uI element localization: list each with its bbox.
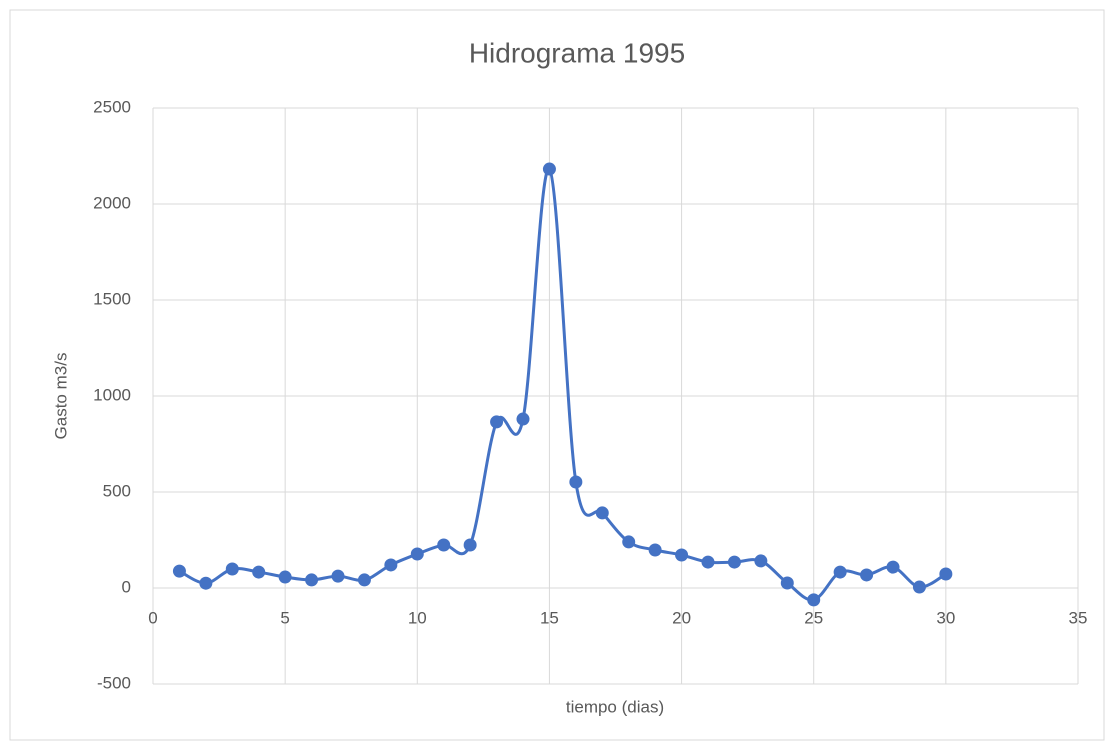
point xyxy=(225,562,239,576)
y-tick-label: 2000 xyxy=(93,193,131,212)
x-tick-label: 10 xyxy=(408,608,427,627)
point xyxy=(701,555,715,569)
y-tick-label: 1000 xyxy=(93,385,131,404)
point xyxy=(807,593,821,607)
y-tick-label: 2500 xyxy=(93,97,131,116)
chart-title: Hidrograma 1995 xyxy=(469,37,685,68)
point xyxy=(463,538,477,552)
point xyxy=(305,573,319,587)
point xyxy=(278,570,292,584)
point xyxy=(727,555,741,569)
point xyxy=(886,560,900,574)
x-tick-label: 25 xyxy=(804,608,823,627)
y-axis-label: Gasto m3/s xyxy=(51,353,70,440)
point xyxy=(252,565,266,579)
y-tick-label: 0 xyxy=(122,577,131,596)
point xyxy=(437,538,451,552)
x-axis-label: tiempo (dias) xyxy=(566,697,664,716)
point xyxy=(569,475,583,489)
point xyxy=(357,573,371,587)
series-line xyxy=(178,167,947,602)
chart-border xyxy=(9,9,1105,741)
point xyxy=(410,547,424,561)
x-tick-label: 15 xyxy=(540,608,559,627)
y-tick-label: 500 xyxy=(103,481,131,500)
point xyxy=(490,415,504,429)
x-tick-label: 0 xyxy=(148,608,157,627)
point xyxy=(199,576,213,590)
point xyxy=(622,535,636,549)
point xyxy=(542,162,556,176)
y-tick-label: 1500 xyxy=(93,289,131,308)
point xyxy=(595,506,609,520)
point xyxy=(331,569,345,583)
point xyxy=(384,558,398,572)
point xyxy=(860,568,874,582)
point xyxy=(516,412,530,426)
x-tick-label: 5 xyxy=(280,608,289,627)
x-tick-label: 35 xyxy=(1069,608,1088,627)
point xyxy=(754,554,768,568)
point xyxy=(648,543,662,557)
x-tick-label: 30 xyxy=(936,608,955,627)
point xyxy=(939,567,953,581)
point xyxy=(833,565,847,579)
point xyxy=(172,564,186,578)
x-tick-label: 20 xyxy=(672,608,691,627)
point xyxy=(675,548,689,562)
y-tick-label: -500 xyxy=(97,673,131,692)
point xyxy=(780,576,794,590)
point xyxy=(912,580,926,594)
